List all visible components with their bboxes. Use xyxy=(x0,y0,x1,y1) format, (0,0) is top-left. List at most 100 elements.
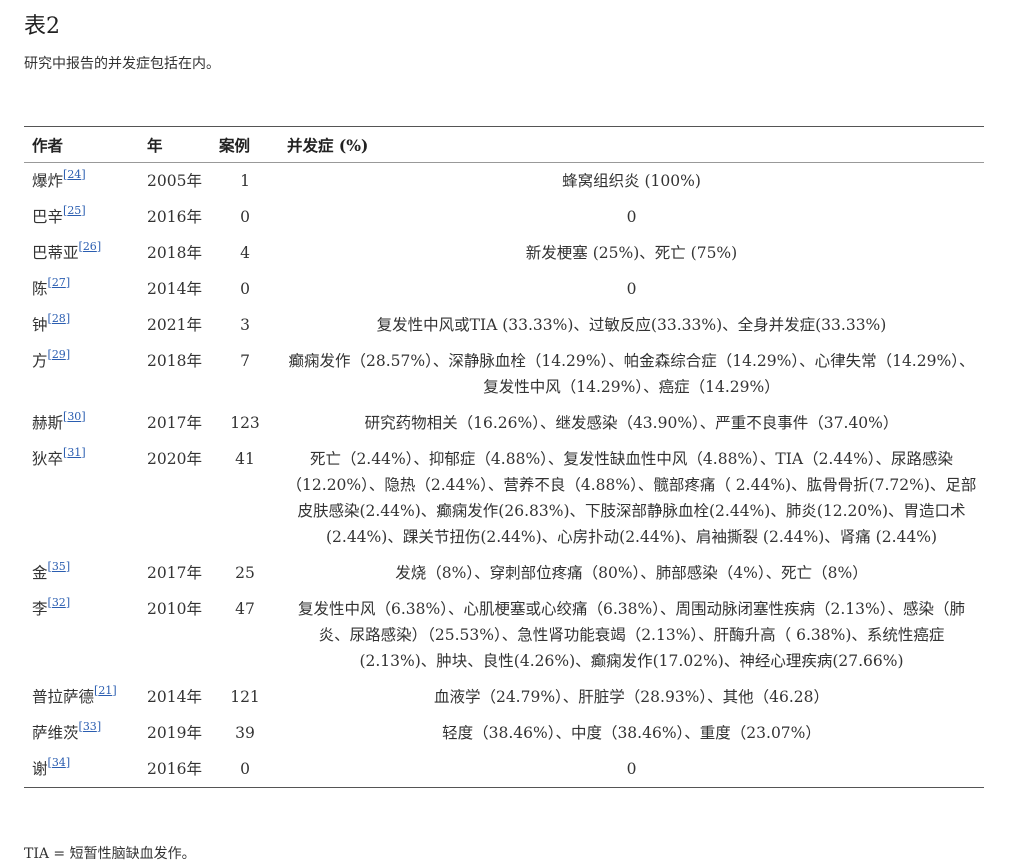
ref-bracket-open: [ xyxy=(47,276,52,289)
year-cell: 2020年 xyxy=(147,450,202,468)
author-cell: 巴蒂亚[26] xyxy=(24,235,139,271)
year-cell: 2016年 xyxy=(147,208,202,226)
year-cell: 2016年 xyxy=(147,760,202,778)
table-row: 狄卒[31] 2020年 41 死亡（2.44%）、抑郁症（4.88%）、复发性缺血性… xyxy=(24,441,984,555)
reference-link[interactable]: 30 xyxy=(67,410,82,423)
cases-cell: 41 xyxy=(235,450,255,468)
ref-bracket-close: ] xyxy=(112,684,117,697)
cases-cell: 121 xyxy=(230,688,260,706)
table-footnote: TIA = 短暂性脑缺血发作。 xyxy=(24,846,196,862)
table-title: 表2 xyxy=(24,14,60,39)
year-cell: 2018年 xyxy=(147,244,202,262)
complications-cell: 血液学（24.79%）、肝脏学（28.93%）、其他（46.28） xyxy=(433,688,830,706)
author-cell: 金[35] xyxy=(24,555,139,591)
ref-bracket-open: [ xyxy=(63,410,68,423)
table-row: 普拉萨德[21] 2014年 121 血液学（24.79%）、肝脏学（28.93%）、… xyxy=(24,679,984,715)
year-cell: 2010年 xyxy=(147,600,202,618)
table-row: 巴蒂亚[26] 2018年 4 新发梗塞 (25%)、死亡 (75%) xyxy=(24,235,984,271)
author-name: 谢 xyxy=(32,760,48,778)
table-row: 金[35] 2017年 25 发烧（8%）、穿刺部位疼痛（80%）、肺部感染（4%）、… xyxy=(24,555,984,591)
table-header-row: 作者 年 案例 并发症 (%) xyxy=(24,126,984,163)
table-row: 钟[28] 2021年 3 复发性中风或TIA (33.33%)、过敏反应(33.33… xyxy=(24,307,984,343)
author-name: 爆炸 xyxy=(32,172,64,190)
complications-cell: 轻度（38.46%）、中度（38.46%）、重度（23.07%） xyxy=(442,724,821,742)
author-cell: 陈[27] xyxy=(24,271,139,307)
ref-bracket-close: ] xyxy=(96,720,102,733)
year-cell: 2017年 xyxy=(147,414,202,432)
table-caption: 研究中报告的并发症包括在内。 xyxy=(24,56,220,72)
ref-bracket-open: [ xyxy=(63,168,68,181)
ref-bracket-close: ] xyxy=(65,596,71,609)
table-row: 萨维茨[33] 2019年 39 轻度（38.46%）、中度（38.46%）、重度（2… xyxy=(24,715,984,751)
cases-cell: 123 xyxy=(230,414,260,432)
table-row: 巴辛[25] 2016年 0 0 xyxy=(24,199,984,235)
ref-bracket-close: ] xyxy=(81,204,86,217)
cases-cell: 1 xyxy=(240,172,250,190)
complications-cell: 0 xyxy=(626,280,637,298)
cases-cell: 4 xyxy=(240,244,250,262)
ref-bracket-close: ] xyxy=(81,168,86,181)
author-name: 金 xyxy=(32,564,48,582)
year-cell: 2017年 xyxy=(147,564,202,582)
author-name: 陈 xyxy=(32,280,48,298)
reference-link[interactable]: 35 xyxy=(51,560,66,573)
cases-cell: 47 xyxy=(235,600,255,618)
header-year: 年 xyxy=(147,136,163,155)
reference-link[interactable]: 34 xyxy=(51,756,66,769)
year-cell: 2019年 xyxy=(147,724,202,742)
cases-cell: 0 xyxy=(240,208,250,226)
author-name: 普拉萨德 xyxy=(32,688,95,706)
reference-link[interactable]: 27 xyxy=(51,276,66,289)
ref-bracket-close: ] xyxy=(96,240,102,253)
reference-link[interactable]: 21 xyxy=(98,684,113,697)
year-cell: 2014年 xyxy=(147,280,202,298)
author-cell: 普拉萨德[21] xyxy=(24,679,139,715)
ref-bracket-close: ] xyxy=(65,312,71,325)
ref-bracket-open: [ xyxy=(78,720,83,733)
complications-cell: 复发性中风或TIA (33.33%)、过敏反应(33.33%)、全身并发症(33… xyxy=(376,316,887,334)
author-name: 方 xyxy=(32,352,48,370)
year-cell: 2021年 xyxy=(147,316,202,334)
table-row: 方[29] 2018年 7 癫痫发作（28.57%）、深静脉血栓（14.29%）、帕金… xyxy=(24,343,984,405)
cases-cell: 3 xyxy=(240,316,250,334)
author-name: 萨维茨 xyxy=(32,724,79,742)
reference-link[interactable]: 24 xyxy=(67,168,82,181)
ref-bracket-close: ] xyxy=(65,756,71,769)
ref-bracket-open: [ xyxy=(47,312,52,325)
author-name: 巴辛 xyxy=(32,208,64,226)
complications-cell: 复发性中风（6.38%）、心肌梗塞或心绞痛（6.38%）、周围动脉闭塞性疾病（2… xyxy=(298,600,965,670)
cases-cell: 25 xyxy=(235,564,255,582)
cases-cell: 0 xyxy=(240,280,250,298)
author-name: 巴蒂亚 xyxy=(32,244,79,262)
author-cell: 李[32] xyxy=(24,591,139,679)
table-row: 赫斯[30] 2017年 123 研究药物相关（16.26%）、继发感染（43.90%… xyxy=(24,405,984,441)
ref-bracket-open: [ xyxy=(47,348,52,361)
author-cell: 狄卒[31] xyxy=(24,441,139,555)
table-row: 谢[34] 2016年 0 0 xyxy=(24,751,984,788)
ref-bracket-open: [ xyxy=(78,240,83,253)
complications-cell: 癫痫发作（28.57%）、深静脉血栓（14.29%）、帕金森综合症（14.29%… xyxy=(288,352,975,396)
reference-link[interactable]: 26 xyxy=(82,240,97,253)
author-cell: 爆炸[24] xyxy=(24,163,139,200)
complications-cell: 发烧（8%）、穿刺部位疼痛（80%）、肺部感染（4%）、死亡（8%） xyxy=(395,564,868,582)
ref-bracket-close: ] xyxy=(65,276,71,289)
author-cell: 萨维茨[33] xyxy=(24,715,139,751)
ref-bracket-close: ] xyxy=(65,560,71,573)
author-cell: 钟[28] xyxy=(24,307,139,343)
ref-bracket-close: ] xyxy=(81,410,86,423)
reference-link[interactable]: 29 xyxy=(51,348,66,361)
author-name: 钟 xyxy=(32,316,48,334)
reference-link[interactable]: 32 xyxy=(51,596,66,609)
table-row: 李[32] 2010年 47 复发性中风（6.38%）、心肌梗塞或心绞痛（6.38%）… xyxy=(24,591,984,679)
complications-cell: 0 xyxy=(626,760,637,778)
ref-bracket-close: ] xyxy=(65,348,71,361)
author-name: 狄卒 xyxy=(32,450,64,468)
year-cell: 2018年 xyxy=(147,352,202,370)
reference-link[interactable]: 25 xyxy=(67,204,82,217)
reference-link[interactable]: 28 xyxy=(51,312,66,325)
reference-link[interactable]: 33 xyxy=(82,720,97,733)
ref-bracket-close: ] xyxy=(81,446,86,459)
author-cell: 方[29] xyxy=(24,343,139,405)
ref-bracket-open: [ xyxy=(63,204,68,217)
reference-link[interactable]: 31 xyxy=(67,446,82,459)
